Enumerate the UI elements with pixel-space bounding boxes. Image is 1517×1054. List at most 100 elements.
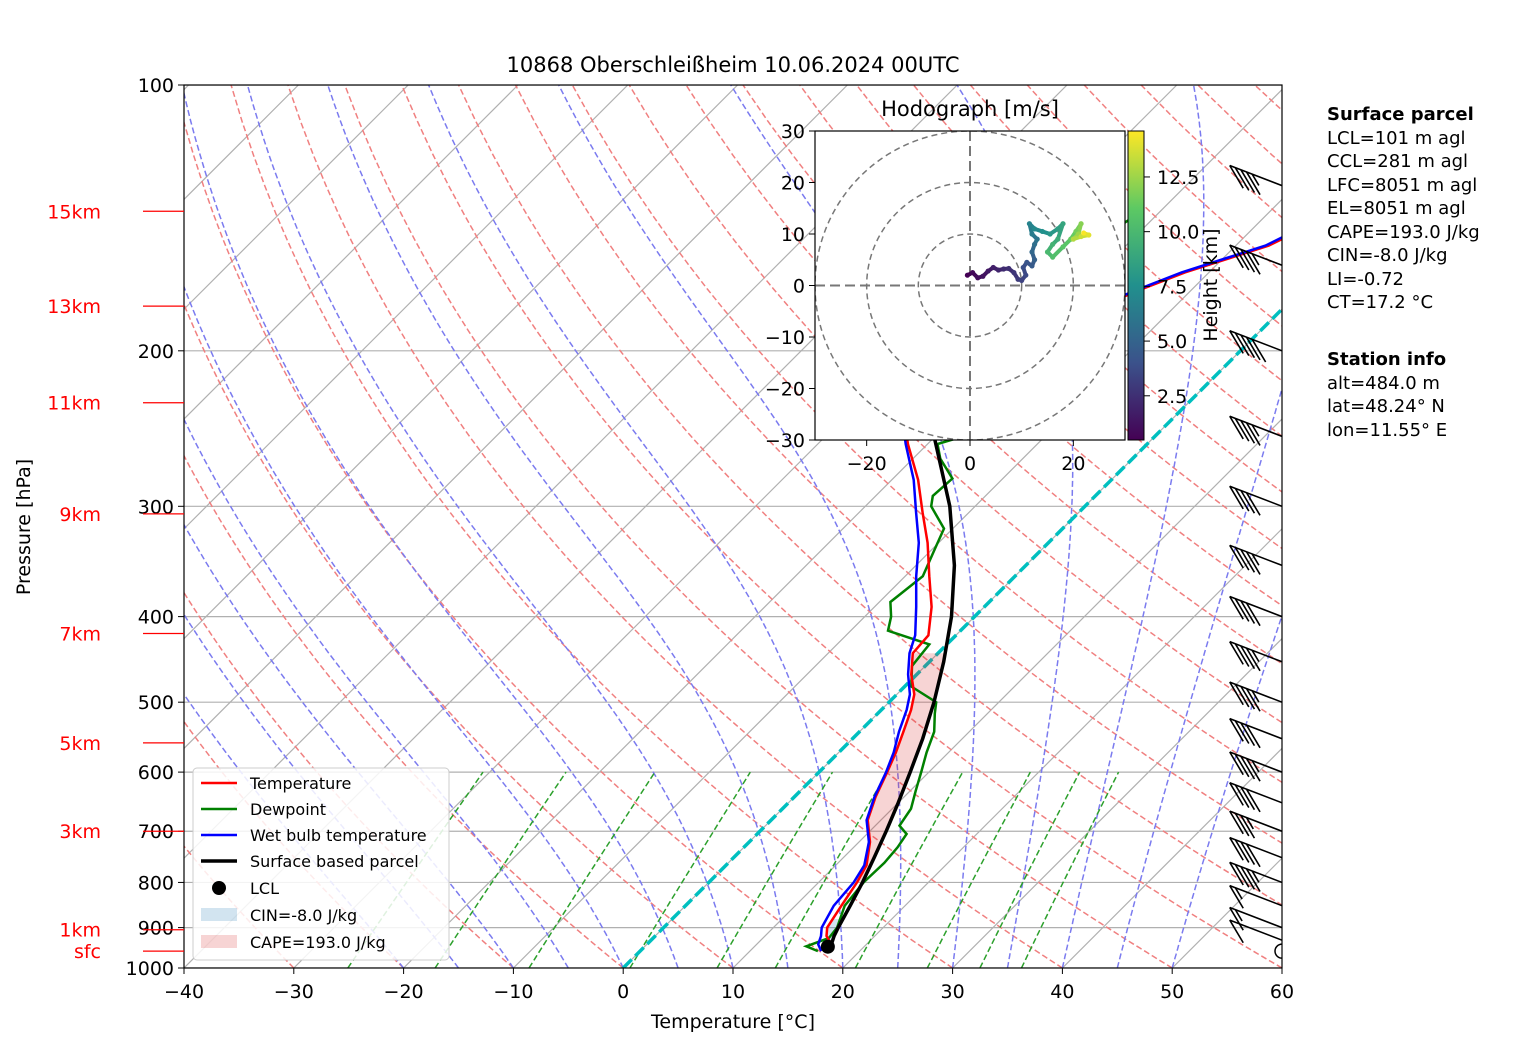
barb-flag xyxy=(1240,645,1256,670)
height-tick-label: 11km xyxy=(47,393,101,415)
mixing-ratio-line xyxy=(1020,771,1120,968)
barb-staff xyxy=(1229,810,1282,832)
wetbulb-line xyxy=(816,236,1282,952)
barb-half-flag xyxy=(1234,887,1243,900)
hodograph-ticks: −20 0 20 30 20 10 0 −10 −20 −30 xyxy=(765,121,1086,475)
pressure-tick-label: 400 xyxy=(138,607,174,629)
hodograph-y-tick-label: 20 xyxy=(781,173,805,195)
moist-adiabat xyxy=(184,90,679,968)
isotherm xyxy=(184,85,739,640)
legend: Temperature Dewpoint Wet bulb temperatur… xyxy=(192,767,450,961)
barb-half-flag xyxy=(1251,173,1260,186)
height-tick-label: 15km xyxy=(47,201,101,223)
barb-flag xyxy=(1229,861,1244,886)
height-tick-label: sfc xyxy=(74,941,101,963)
barb-flag xyxy=(1229,907,1244,931)
calm-barb xyxy=(1274,943,1282,959)
legend-cin-label: CIN=-8.0 J/kg xyxy=(250,906,357,925)
hodograph-point xyxy=(1023,272,1029,278)
barb-staff xyxy=(1229,544,1282,567)
moist-adiabat xyxy=(184,284,624,968)
x-tick-label: 50 xyxy=(1160,981,1184,1003)
wind-barb xyxy=(1229,164,1282,196)
barb-flag xyxy=(1229,485,1244,510)
hodograph-point xyxy=(990,264,996,271)
barb-staff xyxy=(1229,717,1282,740)
wind-barb xyxy=(1229,485,1282,516)
wind-barb xyxy=(1229,329,1282,363)
hodograph-point xyxy=(1006,265,1012,272)
hodograph-point xyxy=(1086,232,1092,238)
wind-barb xyxy=(1229,544,1282,575)
dry-adiabat xyxy=(457,85,1282,906)
x-tick-label: 20 xyxy=(831,981,855,1003)
height-tick-label: 1km xyxy=(59,920,101,942)
barb-flag xyxy=(1229,837,1244,861)
barb-flag xyxy=(1240,490,1256,514)
surface-parcel-heading: Surface parcel xyxy=(1327,104,1474,125)
barb-staff xyxy=(1229,681,1282,703)
barb-flag xyxy=(1245,171,1261,196)
barb-flag xyxy=(1234,598,1250,622)
isotherm xyxy=(732,418,1282,968)
hodograph-segment xyxy=(1055,221,1065,242)
barb-flag xyxy=(1245,336,1261,361)
hodograph-x-tick-label: −20 xyxy=(847,453,887,475)
dry-adiabat xyxy=(184,454,624,968)
barb-flag xyxy=(1234,683,1250,708)
barb-flag xyxy=(1229,810,1244,835)
legend-cape-swatch xyxy=(201,935,237,948)
station-info-alt: alt=484.0 m xyxy=(1327,372,1440,394)
hodograph-point xyxy=(1078,221,1084,227)
barb-flag xyxy=(1240,815,1256,839)
barb-flag xyxy=(1234,246,1250,271)
pressure-tick-label: 600 xyxy=(138,762,174,784)
barb-flag xyxy=(1245,688,1261,712)
hodograph-point xyxy=(964,272,971,278)
height-tick-label: 3km xyxy=(59,821,101,843)
barb-staff xyxy=(1229,640,1282,663)
hodograph-point xyxy=(1000,266,1007,272)
barb-flag xyxy=(1229,165,1244,189)
barb-flag xyxy=(1229,751,1244,776)
barb-staff xyxy=(1229,595,1282,618)
isotherm xyxy=(184,85,629,530)
height-tick-label: 13km xyxy=(47,296,101,318)
isotherm xyxy=(184,85,519,420)
barb-flag xyxy=(1245,551,1261,575)
hodograph-point xyxy=(1029,249,1035,255)
barb-flag xyxy=(1245,251,1261,275)
wind-barb xyxy=(1229,781,1282,813)
hodograph-point xyxy=(1070,236,1076,242)
barb-staff xyxy=(1229,906,1282,929)
barb-staff xyxy=(1229,415,1282,438)
barb-flag xyxy=(1234,418,1250,442)
pressure-tick-label: 300 xyxy=(138,496,174,518)
hodograph-point xyxy=(1031,226,1038,232)
x-axis-ticks: −40 −30 −20 −10 0 10 20 30 40 50 60 xyxy=(164,968,1294,1003)
wind-barbs xyxy=(1229,164,1282,959)
hodograph-title: Hodograph [m/s] xyxy=(881,97,1059,121)
station-info-lat: lat=48.24° N xyxy=(1327,396,1445,417)
surface-parcel-ccl: CCL=281 m agl xyxy=(1327,151,1469,172)
dry-adiabat xyxy=(344,85,1173,968)
pressure-tick-label: 800 xyxy=(138,872,174,894)
x-tick-label: −10 xyxy=(493,981,533,1003)
barb-flag xyxy=(1234,643,1250,667)
x-tick-label: −30 xyxy=(274,981,314,1003)
hodograph-y-tick-label: 30 xyxy=(781,121,805,143)
barb-staff xyxy=(1229,836,1282,859)
barb-flag xyxy=(1245,843,1261,868)
barb-flag xyxy=(1234,332,1250,356)
colorbar-tick-label: 5.0 xyxy=(1157,331,1187,353)
station-info-heading: Station info xyxy=(1327,349,1447,370)
barb-staff xyxy=(1229,781,1282,804)
pressure-tick-label: 700 xyxy=(138,821,174,843)
legend-lcl-label: LCL xyxy=(250,879,279,898)
barb-staff xyxy=(1229,244,1282,266)
barb-flag xyxy=(1240,866,1256,890)
isotherm xyxy=(952,637,1282,968)
barb-flag xyxy=(1251,338,1267,363)
pressure-axis-ticks: 100 200 300 400 500 600 700 800 900 1000 xyxy=(126,75,184,980)
